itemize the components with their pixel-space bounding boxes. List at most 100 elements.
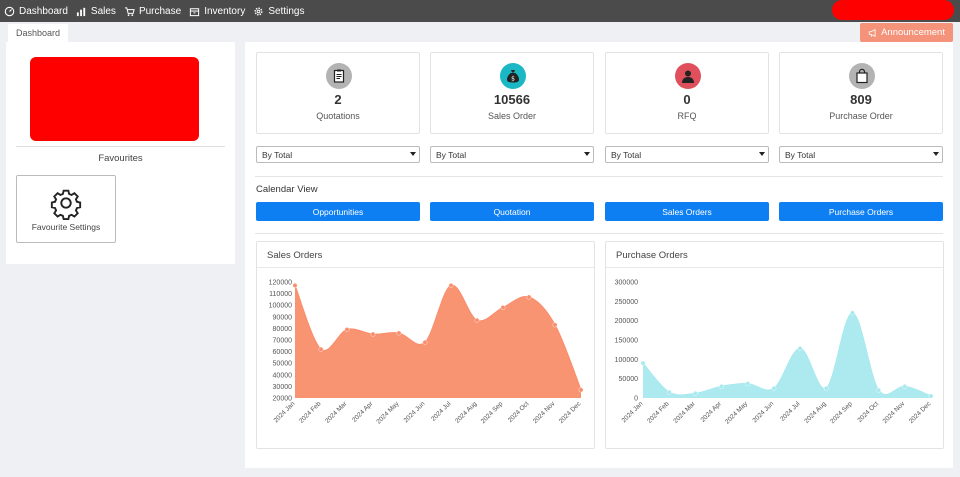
cart-icon (124, 6, 135, 16)
data-point[interactable] (823, 385, 829, 391)
divider (606, 267, 943, 268)
y-tick-label: 50000 (273, 361, 293, 368)
data-point[interactable] (370, 331, 376, 337)
chevron-down-icon (759, 152, 765, 156)
data-point[interactable] (850, 310, 855, 316)
data-point[interactable] (396, 330, 402, 336)
nav-purchase-label: Purchase (138, 5, 182, 17)
nav-settings[interactable]: Settings (253, 6, 304, 17)
data-point[interactable] (902, 383, 908, 389)
y-tick-label: 60000 (273, 349, 293, 356)
stat-label: Purchase Order (829, 111, 893, 121)
filter-select-sales-order[interactable]: By Total (430, 146, 594, 163)
nav-dashboard[interactable]: Dashboard (4, 6, 68, 17)
announcement-button[interactable]: Announcement (860, 23, 953, 42)
stat-card-rfq[interactable]: 0 RFQ (605, 52, 769, 134)
y-tick-label: 90000 (273, 314, 293, 321)
y-tick-label: 300000 (615, 280, 638, 287)
redacted-user-area (832, 0, 954, 20)
data-point[interactable] (344, 327, 350, 332)
purchase-orders-chart-card: Purchase Orders 300000 250000 200000 150000… (605, 241, 944, 449)
x-tick-label: 2024 Sep (480, 400, 505, 425)
nav-dashboard-label: Dashboard (19, 5, 68, 17)
x-tick-label: 2024 Jan (621, 400, 645, 424)
data-point[interactable] (500, 305, 506, 310)
data-point[interactable] (771, 385, 777, 391)
data-point[interactable] (719, 383, 724, 389)
quotation-button[interactable]: Quotation (430, 202, 594, 221)
y-tick-label: 20000 (273, 396, 293, 403)
nav-purchase[interactable]: Purchase (124, 6, 181, 17)
tab-dashboard[interactable]: Dashboard (8, 24, 69, 42)
money-bag-icon: $ (500, 63, 526, 89)
x-tick-label: 2024 Apr (351, 400, 375, 424)
y-tick-label: 120000 (269, 280, 292, 287)
data-point[interactable] (666, 389, 672, 395)
data-point[interactable] (928, 393, 934, 399)
chevron-down-icon (933, 152, 939, 156)
redacted-company-logo (30, 57, 199, 141)
data-point[interactable] (745, 381, 751, 387)
y-tick-label: 250000 (615, 299, 638, 306)
x-tick-label: 2024 Dec (908, 400, 933, 425)
x-tick-label: 2024 Oct (507, 400, 531, 424)
main-panel: 2 Quotations $ 10566 Sales Order 0 RFQ 8… (245, 42, 953, 468)
filter-select-quotations[interactable]: By Total (256, 146, 420, 163)
data-point[interactable] (526, 294, 532, 300)
data-point[interactable] (318, 346, 324, 352)
sales-orders-chart-card: Sales Orders 120000 110000 100000 90000 8000… (256, 241, 595, 449)
data-point[interactable] (797, 346, 803, 351)
stat-card-sales-order[interactable]: $ 10566 Sales Order (430, 52, 594, 134)
filter-select-value: By Total (436, 149, 467, 160)
area-series (295, 285, 581, 398)
megaphone-icon (868, 28, 876, 37)
divider (16, 146, 225, 147)
nav-inventory[interactable]: Inventory (189, 6, 245, 17)
data-point[interactable] (876, 387, 882, 393)
data-point[interactable] (292, 283, 298, 288)
data-point[interactable] (448, 283, 454, 288)
data-point[interactable] (474, 317, 480, 323)
y-tick-label: 50000 (619, 376, 639, 383)
svg-text:$: $ (511, 76, 515, 83)
series-line (294, 284, 582, 391)
nav-sales[interactable]: Sales (76, 6, 116, 17)
data-point[interactable] (692, 390, 698, 396)
filter-select-value: By Total (785, 149, 816, 160)
y-tick-label: 40000 (273, 372, 293, 379)
nav-inventory-label: Inventory (204, 5, 246, 17)
favourite-settings-card[interactable]: Favourite Settings (16, 175, 116, 243)
sales-orders-button[interactable]: Sales Orders (605, 202, 769, 221)
y-tick-label: 100000 (269, 303, 292, 310)
nav-settings-label: Settings (268, 5, 305, 17)
chevron-down-icon (584, 152, 590, 156)
nav-sales-label: Sales (90, 5, 116, 17)
purchase-orders-button[interactable]: Purchase Orders (779, 202, 943, 221)
stat-card-purchase-order[interactable]: 809 Purchase Order (779, 52, 943, 134)
top-navigation: Dashboard Sales Purchase Inventory Setti… (0, 0, 960, 22)
y-tick-label: 0 (634, 396, 638, 403)
x-tick-label: 2024 Jul (430, 400, 453, 423)
stat-value: 2 (334, 92, 342, 107)
filter-select-purchase-order[interactable]: By Total (779, 146, 943, 163)
data-point[interactable] (640, 360, 646, 366)
dashboard-icon (4, 6, 15, 16)
tab-strip: Dashboard Announcement (0, 22, 960, 42)
data-point[interactable] (578, 387, 584, 393)
data-point[interactable] (552, 322, 558, 328)
filter-select-rfq[interactable]: By Total (605, 146, 769, 163)
box-icon (190, 7, 200, 16)
opportunities-button[interactable]: Opportunities (256, 202, 420, 221)
x-tick-label: 2024 Nov (882, 400, 907, 425)
y-tick-label: 100000 (615, 357, 638, 364)
stat-label: Sales Order (487, 111, 537, 121)
data-point[interactable] (422, 339, 428, 345)
stat-card-quotations[interactable]: 2 Quotations (256, 52, 420, 134)
gear-icon (50, 189, 82, 220)
bar-chart-icon (76, 7, 86, 16)
stat-label: RFQ (677, 111, 697, 121)
purchase-orders-chart: 3000002500002000001500001000005000002024… (615, 280, 934, 426)
x-tick-label: 2024 Apr (700, 400, 724, 424)
stat-value: 10566 (493, 92, 531, 107)
x-tick-label: 2024 May (375, 400, 401, 426)
